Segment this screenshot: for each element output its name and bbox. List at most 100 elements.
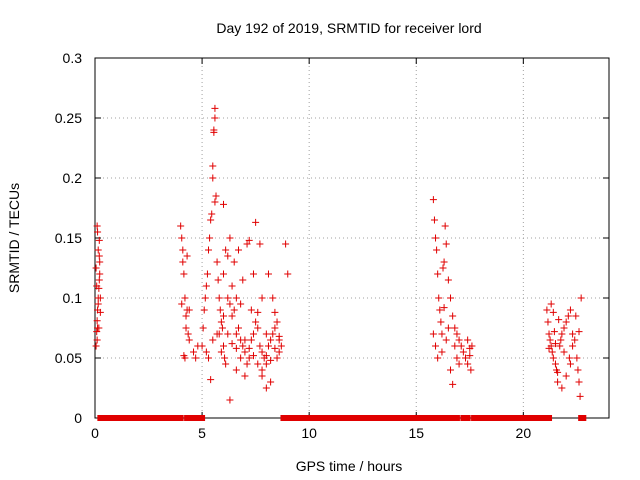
data-point xyxy=(440,304,448,312)
data-point xyxy=(93,282,101,290)
data-point xyxy=(549,354,557,362)
y-tick-label: 0.15 xyxy=(55,230,82,246)
data-point xyxy=(211,114,219,122)
data-point xyxy=(92,342,100,350)
data-point xyxy=(442,336,450,344)
data-point xyxy=(438,330,446,338)
data-point xyxy=(562,318,570,326)
data-point xyxy=(451,324,459,332)
data-point xyxy=(202,282,210,290)
data-point xyxy=(558,330,566,338)
data-point xyxy=(444,276,452,284)
data-point xyxy=(93,336,101,344)
zero-value-run xyxy=(280,415,345,421)
zero-value-run xyxy=(460,415,471,421)
data-point xyxy=(217,318,225,326)
data-point xyxy=(432,234,440,242)
data-point xyxy=(232,294,240,302)
data-point xyxy=(564,312,572,320)
data-point xyxy=(271,324,279,332)
data-point xyxy=(273,354,281,362)
data-point xyxy=(209,162,217,170)
data-point xyxy=(575,378,583,386)
data-point xyxy=(560,348,568,356)
data-point xyxy=(459,348,467,356)
data-point xyxy=(455,336,463,344)
data-point xyxy=(205,246,213,254)
data-point xyxy=(179,258,187,266)
data-point xyxy=(222,360,230,368)
data-point xyxy=(267,336,275,344)
data-point xyxy=(441,222,449,230)
data-point xyxy=(545,344,553,352)
data-point xyxy=(207,376,215,384)
data-point xyxy=(96,308,104,316)
data-point xyxy=(215,330,223,338)
data-point xyxy=(254,308,262,316)
data-point xyxy=(429,196,437,204)
data-point xyxy=(249,330,257,338)
data-point xyxy=(228,312,236,320)
data-point xyxy=(181,294,189,302)
data-point xyxy=(218,324,226,332)
data-point xyxy=(220,312,227,320)
data-point xyxy=(252,318,260,326)
data-point xyxy=(282,240,290,248)
data-point xyxy=(449,312,457,320)
data-point xyxy=(182,324,190,332)
x-tick-label: 10 xyxy=(301,425,317,441)
data-point xyxy=(457,342,465,350)
zero-value-run xyxy=(578,415,587,421)
data-point xyxy=(252,218,260,226)
y-axis-label: SRMTID / TECUs xyxy=(6,183,22,293)
data-point xyxy=(94,300,102,308)
data-point xyxy=(258,366,266,374)
data-point xyxy=(447,366,455,374)
x-tick-label: 0 xyxy=(91,425,99,441)
data-point xyxy=(434,354,442,362)
data-point xyxy=(262,330,270,338)
data-point xyxy=(569,342,577,350)
data-point xyxy=(96,294,104,302)
data-point xyxy=(210,128,218,136)
data-point xyxy=(249,352,257,360)
data-point xyxy=(434,270,442,278)
y-tick-label: 0.3 xyxy=(63,50,83,66)
data-point xyxy=(565,354,573,362)
data-point xyxy=(258,372,266,380)
data-point xyxy=(451,342,459,350)
data-point xyxy=(207,216,215,224)
data-point xyxy=(436,306,444,314)
x-tick-label: 20 xyxy=(516,425,532,441)
data-point xyxy=(466,352,474,360)
data-point xyxy=(92,264,100,272)
data-point xyxy=(185,336,193,344)
data-point xyxy=(243,240,251,248)
data-point xyxy=(571,336,579,344)
data-point xyxy=(435,294,443,302)
data-point xyxy=(224,252,232,260)
data-point xyxy=(220,342,227,350)
data-point xyxy=(232,330,240,338)
grid xyxy=(95,58,609,418)
data-point xyxy=(572,312,580,320)
data-point xyxy=(433,246,441,254)
data-point xyxy=(545,330,553,338)
data-point xyxy=(548,348,556,356)
data-point xyxy=(551,340,559,348)
x-axis-label: GPS time / hours xyxy=(296,458,403,474)
data-point xyxy=(228,282,236,290)
data-point xyxy=(96,270,104,278)
data-point xyxy=(184,330,192,338)
data-point xyxy=(466,344,474,352)
data-point xyxy=(258,348,266,356)
data-point xyxy=(245,344,253,352)
data-point xyxy=(220,270,227,278)
data-point xyxy=(254,360,262,368)
data-point xyxy=(432,342,440,350)
data-point xyxy=(95,324,103,332)
data-point xyxy=(232,366,240,374)
zero-value-run xyxy=(426,415,448,421)
